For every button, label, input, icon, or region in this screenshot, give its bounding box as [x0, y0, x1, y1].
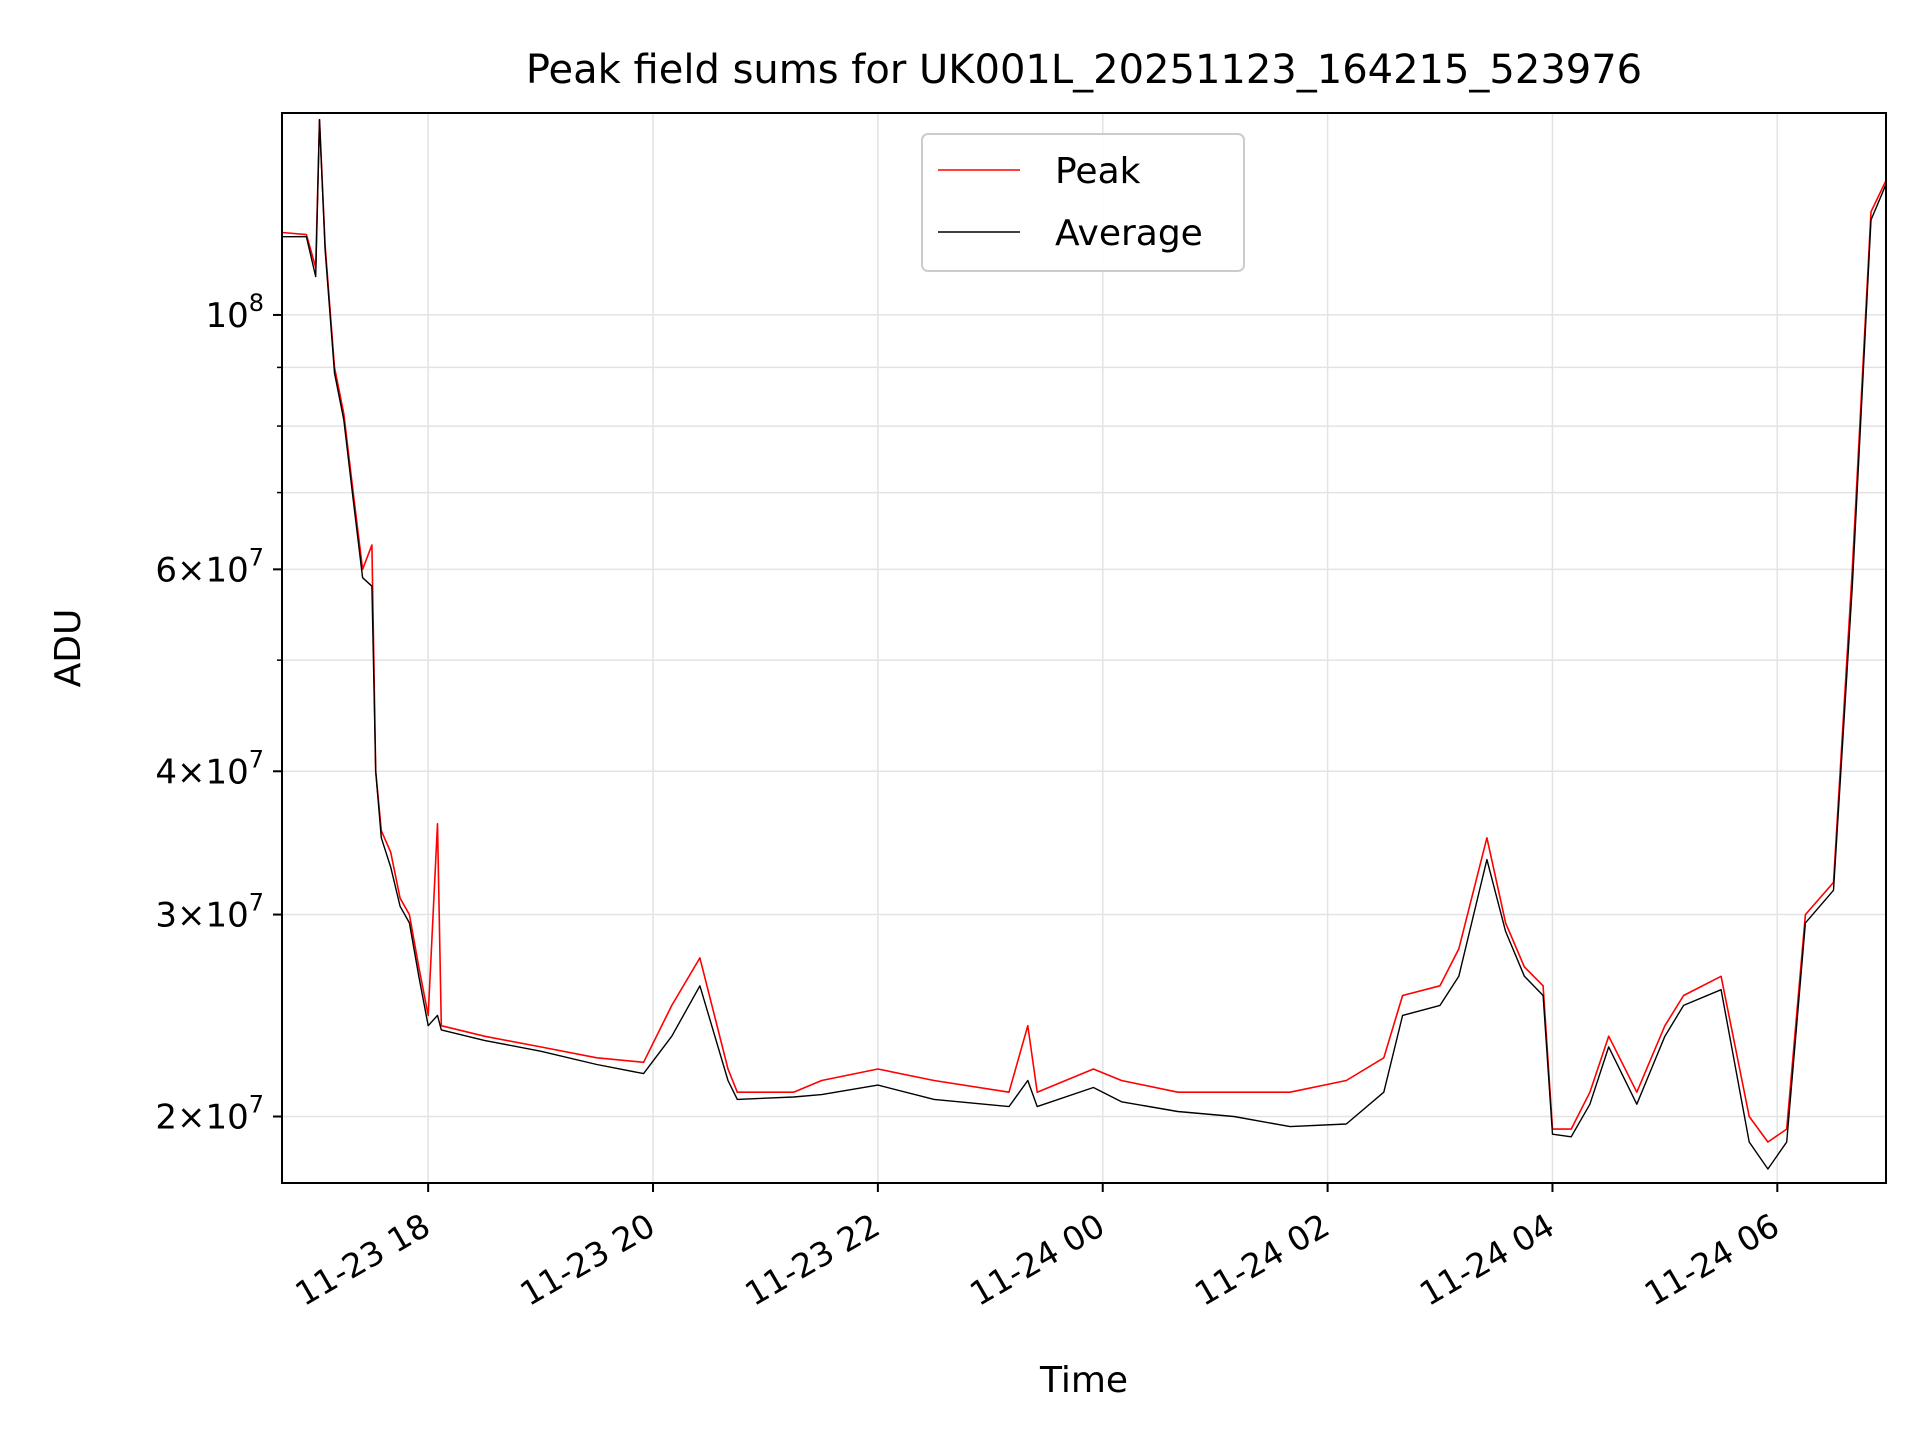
legend-label-average: Average: [1055, 213, 1203, 254]
chart-title: Peak field sums for UK001L_20251123_1642…: [526, 47, 1642, 93]
y-tick-label: 6×107: [155, 543, 264, 590]
y-tick-label: 4×107: [155, 745, 264, 792]
x-axis-label: Time: [1039, 1360, 1128, 1401]
legend-box: [921, 133, 1245, 272]
plot-frame: [281, 112, 1887, 1184]
legend-label-peak: Peak: [1055, 151, 1141, 192]
y-axis-label: ADU: [48, 609, 89, 688]
series-lines: [282, 118, 1886, 1170]
legend: Peak Average: [921, 133, 1245, 272]
y-tick-label: 2×107: [155, 1090, 264, 1137]
grid-lines: [282, 113, 1886, 1183]
series-line-average: [282, 119, 1886, 1170]
y-tick-label: 108: [205, 289, 264, 336]
y-tick-label: 3×107: [155, 889, 264, 936]
